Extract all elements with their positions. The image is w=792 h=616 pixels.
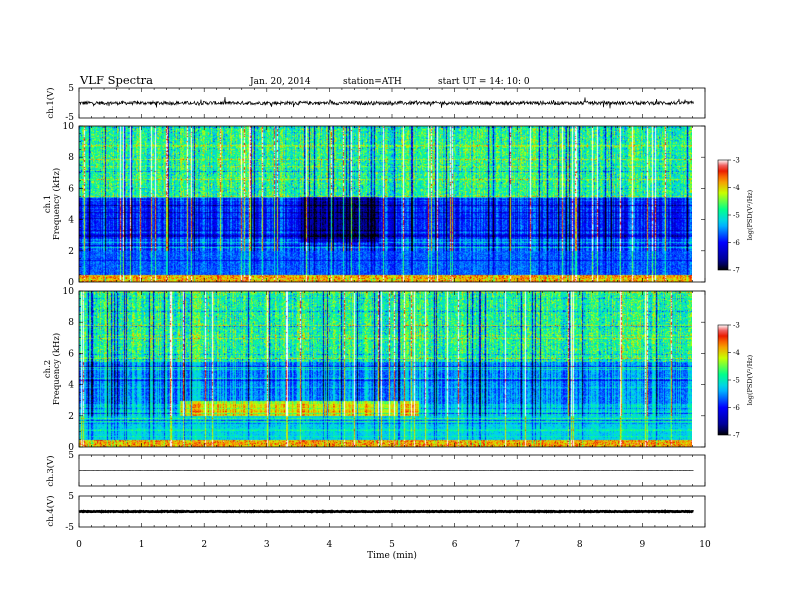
x-tick-label: 5 (389, 540, 395, 550)
panel-ch3-waveform: 5 ch.3(V) (45, 451, 705, 487)
spec-ytick-label: 2 (68, 412, 74, 422)
spec-ytick-label: 10 (63, 122, 75, 132)
header-start-time: start UT = 14: 10: 0 (438, 77, 530, 87)
x-tick-label: 3 (264, 540, 270, 550)
spec1-colorbar-gradient (718, 160, 728, 270)
spec-ytick-label: 8 (68, 318, 74, 328)
spec-ytick-label: 4 (68, 216, 74, 226)
x-tick-label: 10 (699, 540, 711, 550)
ch1-spectrogram-image (79, 126, 692, 282)
x-tick-label: 7 (514, 540, 520, 550)
x-tick-label: 9 (640, 540, 646, 550)
spec-ytick-label: 6 (68, 349, 74, 359)
ch1-waveform-line (79, 97, 694, 108)
colorbar-tick-label: -5 (733, 212, 740, 220)
ch4-ytick-bottom: -5 (65, 523, 74, 533)
panel-ch1-waveform: 5 -5 ch.1(V) (45, 84, 705, 123)
spec-ytick-label: 4 (68, 381, 74, 391)
spec1-colorbar: -3 -4 -5 -6 -7 log(PSD(V²/Hz) (718, 157, 754, 275)
ch1-ylabel: ch.1(V) (45, 87, 56, 118)
x-axis-label: Time (min) (367, 550, 417, 561)
figure-title: VLF Spectra (79, 73, 153, 87)
ch2-spectrogram-image (79, 291, 692, 447)
header-date: Jan. 20, 2014 (249, 77, 311, 87)
colorbar-tick-label: -6 (733, 404, 740, 412)
x-axis-tick-labels: 0 1 2 3 4 5 6 7 8 9 10 (76, 540, 711, 550)
spec2-colorbar-ticks: -3 -4 -5 -6 -7 (728, 322, 740, 440)
ch4-ytick-top: 5 (68, 492, 74, 502)
spec-ytick-label: 6 (68, 184, 74, 194)
spec1-colorbar-label: log(PSD(V²/Hz) (746, 189, 754, 240)
colorbar-tick-label: -5 (733, 377, 740, 385)
x-tick-label: 6 (452, 540, 458, 550)
header-station: station=ATH (343, 77, 402, 87)
panel-ch4-waveform: 5 -5 ch.4(V) (45, 492, 705, 533)
spec2-ylabel: Frequency (kHz) (51, 333, 62, 405)
spec2-colorbar: -3 -4 -5 -6 -7 log(PSD(V²/Hz) (718, 322, 754, 440)
x-tick-label: 8 (577, 540, 583, 550)
spec-ytick-label: 8 (68, 153, 74, 163)
colorbar-tick-label: -4 (733, 349, 740, 357)
x-tick-label: 0 (76, 540, 82, 550)
colorbar-tick-label: -4 (733, 184, 740, 192)
colorbar-tick-label: -7 (733, 432, 740, 440)
x-tick-label: 4 (327, 540, 333, 550)
spec1-ylabel: Frequency (kHz) (51, 168, 62, 240)
colorbar-tick-label: -6 (733, 239, 740, 247)
colorbar-tick-label: -7 (733, 267, 740, 275)
ch4-waveform-line (79, 511, 694, 512)
spec-ytick-label: 10 (63, 287, 75, 297)
ch1-ytick-top: 5 (68, 84, 74, 94)
ch4-ylabel: ch.4(V) (45, 495, 56, 526)
ch3-ylabel: ch.3(V) (45, 455, 56, 486)
ch3-ytick-top: 5 (68, 451, 74, 461)
colorbar-tick-label: -3 (733, 157, 740, 165)
x-tick-label: 2 (201, 540, 207, 550)
spec-ytick-label: 2 (68, 247, 74, 257)
colorbar-tick-label: -3 (733, 322, 740, 330)
spec2-colorbar-gradient (718, 325, 728, 435)
x-tick-label: 1 (139, 540, 145, 550)
spec1-colorbar-ticks: -3 -4 -5 -6 -7 (728, 157, 740, 275)
spec2-colorbar-label: log(PSD(V²/Hz) (746, 354, 754, 405)
